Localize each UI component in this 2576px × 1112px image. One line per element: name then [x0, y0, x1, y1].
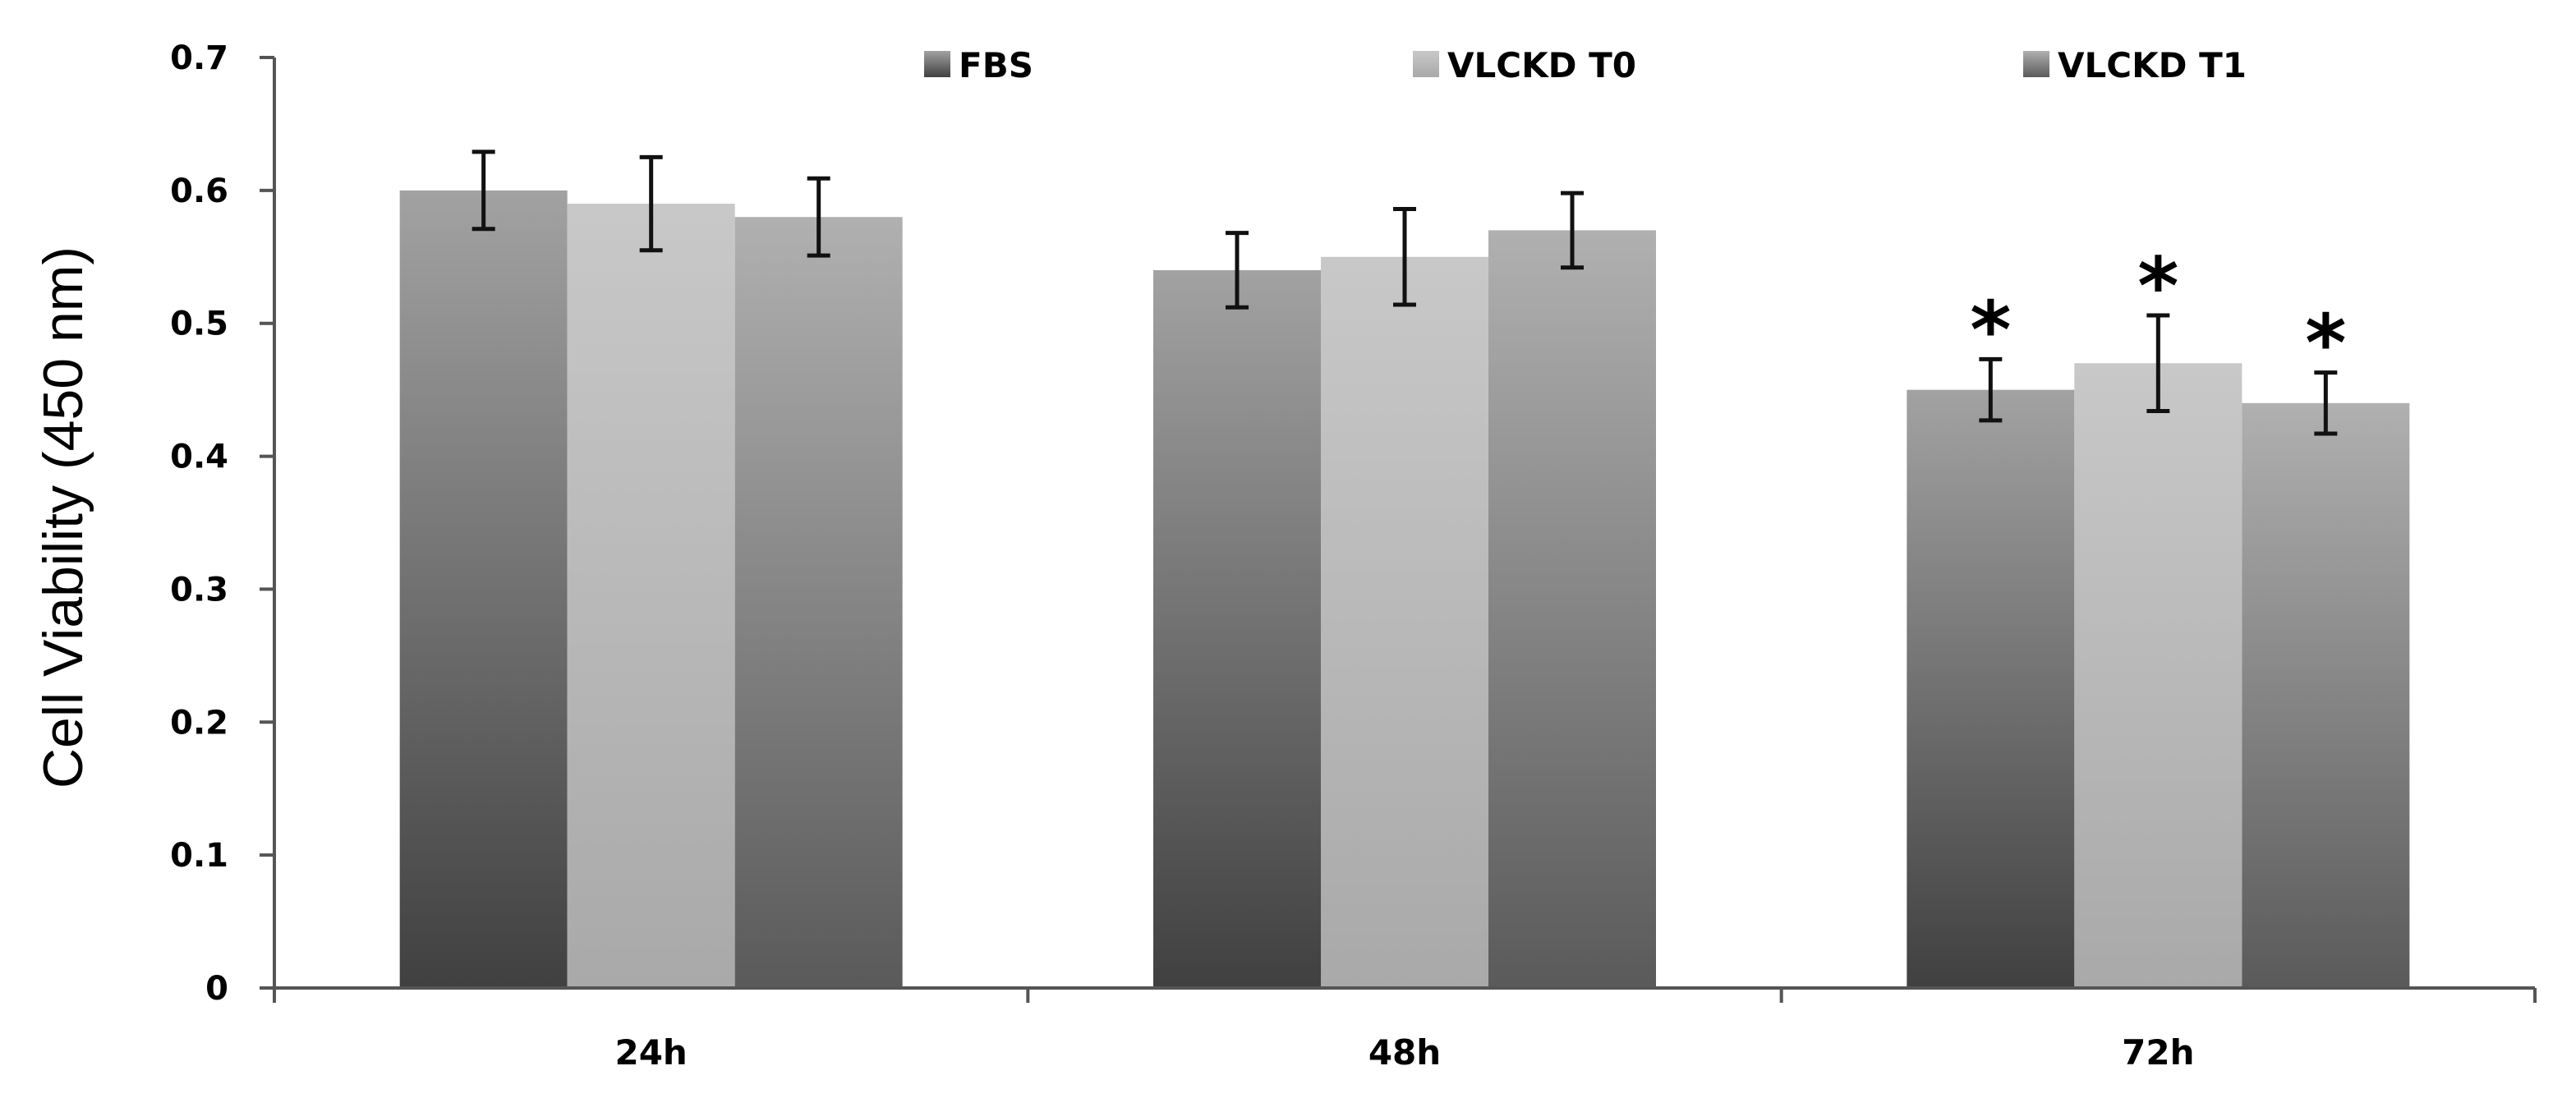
legend-item-vlckd-t1: VLCKD T1: [2023, 45, 2247, 85]
bar-vlckd-t1-72h: [2242, 402, 2410, 988]
significance-marker-vlckd-t1-72h: *: [2305, 298, 2346, 390]
bar-vlckd-t1-24h: [734, 217, 903, 988]
x-tick-label: 24h: [614, 1032, 687, 1073]
error-bars-layer: * * *: [472, 149, 2346, 436]
error-bar-fbs-24h: [472, 149, 495, 232]
y-tick-label: 0.6: [170, 172, 228, 210]
bar-fbs-72h: [1907, 389, 2075, 989]
bar-fbs-24h: [399, 190, 568, 988]
significance-marker-fbs-72h: *: [1970, 284, 2011, 376]
legend-swatch: [924, 51, 950, 77]
bar-vlckd-t1-48h: [1488, 230, 1656, 988]
y-axis-label: Cell Viability (450 nm): [32, 246, 94, 788]
bars-layer: [399, 190, 2410, 989]
legend: FBS VLCKD T0 VLCKD T1: [924, 45, 2247, 85]
y-tick-label: 0.7: [170, 39, 228, 77]
legend-label: VLCKD T0: [1447, 45, 1636, 85]
axes-layer: 0 0.1 0.2 0.3 0.4 0.5 0.6 0.7 24h 48h 72h: [170, 39, 2537, 1073]
error-bar-fbs-72h: [1979, 356, 2003, 423]
y-tick-label: 0.4: [170, 439, 228, 476]
error-bar-vlckd-t0-48h: [1393, 207, 1416, 307]
bar-vlckd-t0-24h: [567, 204, 735, 989]
legend-label: VLCKD T1: [2058, 45, 2247, 85]
legend-swatch: [2023, 51, 2049, 77]
y-tick-label: 0.3: [170, 571, 228, 609]
significance-marker-vlckd-t0-72h: *: [2137, 241, 2178, 333]
error-bar-vlckd-t1-24h: [807, 176, 830, 258]
error-bar-vlckd-t0-24h: [639, 154, 663, 253]
error-bar-vlckd-t1-72h: [2314, 370, 2338, 436]
y-tick-label: 0.1: [170, 837, 228, 875]
error-bar-vlckd-t0-72h: [2146, 313, 2170, 414]
error-bar-vlckd-t1-48h: [1561, 191, 1584, 270]
legend-label: FBS: [959, 45, 1033, 85]
x-tick-label: 72h: [2122, 1032, 2194, 1073]
y-tick-label: 0.5: [170, 306, 228, 343]
legend-item-vlckd-t0: VLCKD T0: [1413, 45, 1636, 85]
bar-vlckd-t0-48h: [1321, 256, 1488, 988]
x-tick-label: 48h: [1368, 1032, 1441, 1073]
legend-swatch: [1413, 51, 1439, 77]
y-tick-label: 0.2: [170, 704, 228, 742]
y-tick-label: 0: [205, 970, 228, 1008]
bar-vlckd-t0-72h: [2074, 363, 2242, 988]
legend-item-fbs: FBS: [924, 45, 1033, 85]
error-bar-fbs-48h: [1226, 231, 1249, 310]
bar-fbs-48h: [1153, 269, 1321, 988]
